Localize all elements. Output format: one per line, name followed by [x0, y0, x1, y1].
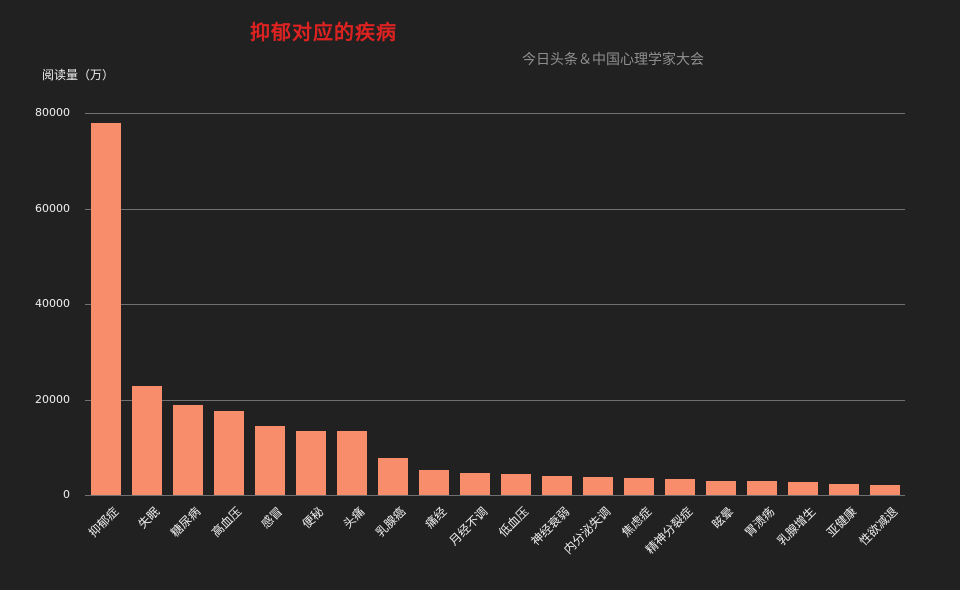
bar-便秘[interactable]	[295, 431, 326, 495]
bar-头痛[interactable]	[336, 431, 367, 495]
y-axis-tick-labels: 0 20000 40000 60000 80000	[0, 106, 70, 501]
x-category-label: 乳腺癌	[373, 504, 409, 540]
x-category-label: 低血压	[496, 504, 532, 540]
y-axis-title: 阅读量（万）	[42, 68, 115, 82]
x-category-label: 亚健康	[824, 504, 860, 540]
x-category-label: 焦虑症	[619, 504, 655, 540]
gridline	[85, 495, 905, 496]
gridline	[85, 399, 905, 401]
bar-精神分裂症[interactable]	[664, 478, 695, 495]
bar-焦虑症[interactable]	[623, 478, 654, 495]
plot-area	[85, 113, 905, 496]
bar-抑郁症[interactable]	[90, 122, 121, 495]
bar-糖尿病[interactable]	[172, 405, 203, 495]
x-category-label: 便秘	[299, 504, 327, 532]
bar-眩晕[interactable]	[705, 480, 736, 495]
x-category-label: 感冒	[258, 504, 286, 532]
y-tick-label: 60000	[35, 201, 70, 215]
x-category-label: 眩晕	[709, 504, 737, 532]
y-tick-label: 0	[63, 488, 70, 501]
x-category-label: 乳腺增生	[774, 504, 819, 549]
bar-高血压[interactable]	[213, 410, 244, 495]
chart-title: 抑郁对应的疾病	[250, 20, 397, 44]
gridline	[85, 113, 905, 114]
chart-subtitle: 今日头条＆中国心理学家大会	[522, 52, 704, 68]
x-category-label: 抑郁症	[86, 504, 122, 540]
bar-失眠[interactable]	[131, 386, 162, 495]
bar-神经衰弱[interactable]	[541, 475, 572, 495]
x-category-label: 胃溃疡	[742, 504, 778, 540]
x-category-label: 头痛	[340, 504, 368, 532]
gridline	[85, 304, 905, 305]
bar-乳腺癌[interactable]	[377, 458, 408, 495]
bar-月经不调[interactable]	[459, 472, 490, 495]
y-tick-label: 20000	[35, 392, 70, 406]
x-category-label: 性欲减退	[856, 504, 901, 549]
x-category-label: 月经不调	[446, 504, 491, 549]
bar-内分泌失调[interactable]	[582, 476, 613, 495]
bar-性欲减退[interactable]	[869, 485, 900, 495]
y-tick-label: 80000	[35, 106, 70, 119]
x-category-label: 失眠	[135, 504, 163, 532]
y-tick-label: 40000	[35, 297, 70, 310]
x-axis-category-labels: 抑郁症 失眠 糖尿病 高血压 感冒 便秘 头痛 乳腺癌 痛经 月经不调 低血压 神经衰弱 内分泌失调 焦虑…	[85, 495, 905, 585]
bar-低血压[interactable]	[500, 474, 531, 495]
bar-乳腺增生[interactable]	[787, 481, 818, 495]
bar-胃溃疡[interactable]	[746, 480, 777, 495]
gridline	[85, 208, 905, 210]
x-category-label: 痛经	[422, 504, 450, 532]
bar-亚健康[interactable]	[828, 483, 859, 495]
bar-感冒[interactable]	[254, 426, 285, 495]
bar-痛经[interactable]	[418, 470, 449, 495]
x-category-label: 糖尿病	[168, 504, 204, 540]
x-category-label: 高血压	[209, 504, 245, 540]
